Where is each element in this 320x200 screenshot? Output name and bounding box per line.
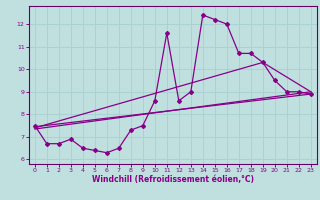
X-axis label: Windchill (Refroidissement éolien,°C): Windchill (Refroidissement éolien,°C) xyxy=(92,175,254,184)
